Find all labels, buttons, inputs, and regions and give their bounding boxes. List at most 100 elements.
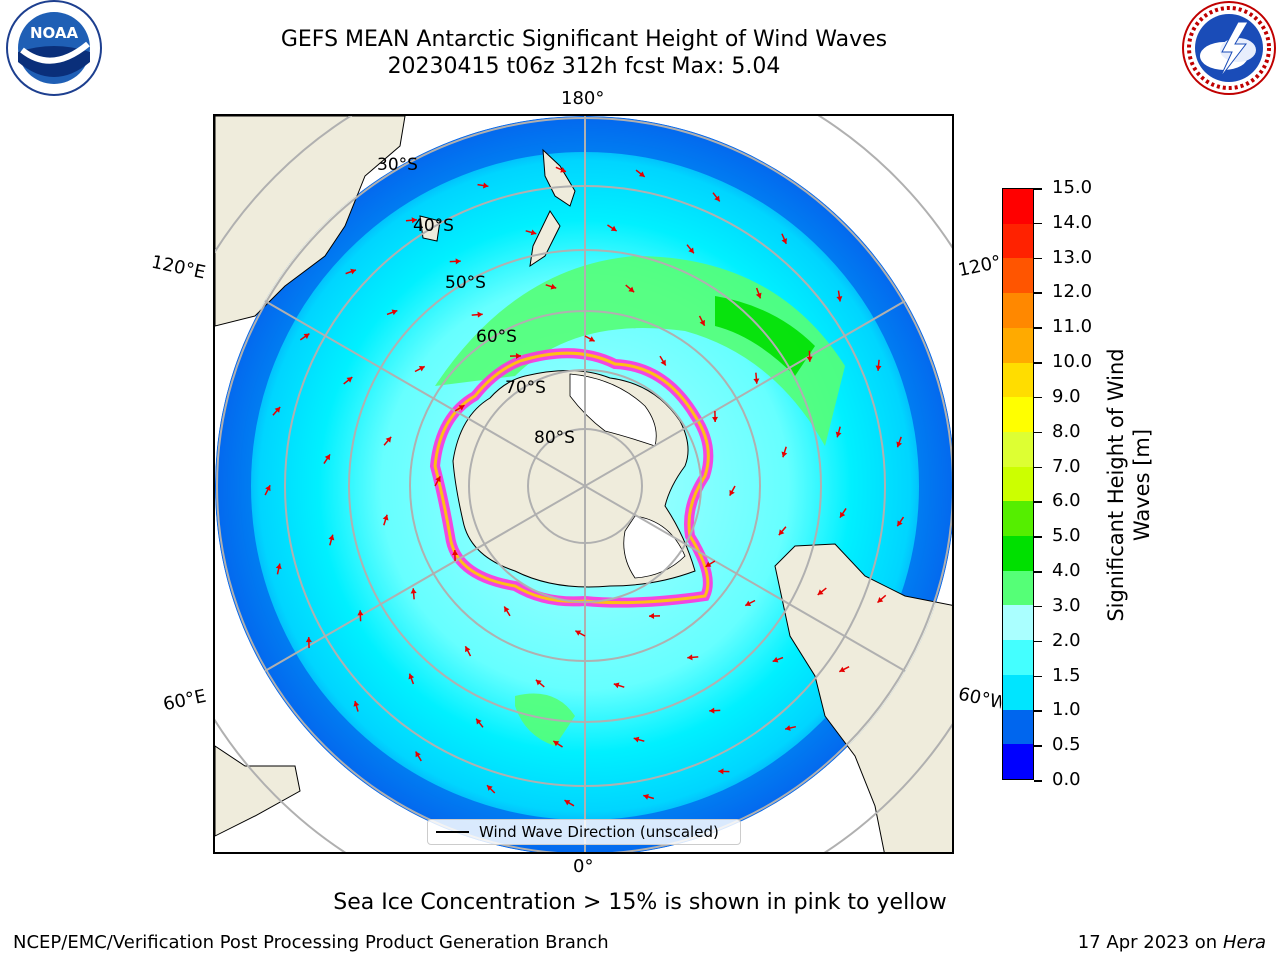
wave-arrow-head <box>729 489 735 496</box>
colorbar-tick-mark <box>1034 396 1042 399</box>
wave-arrow-head <box>550 283 557 290</box>
wave-arrow-head <box>391 309 398 316</box>
footer-date-text: 17 Apr 2023 on <box>1077 932 1218 953</box>
wave-arrow-head <box>839 511 846 518</box>
noaa-logo: NOAA <box>6 0 102 96</box>
wave-arrow-head <box>564 800 571 806</box>
colorbar-tick-label: 0.0 <box>1052 769 1081 790</box>
africa-land <box>215 745 301 837</box>
colorbar-segment <box>1003 431 1033 467</box>
graticule <box>215 116 952 852</box>
colorbar-title-line1: Significant Height of Wind <box>1104 348 1128 622</box>
chart-subtitle: 20230415 t06z 312h fcst Max: 5.04 <box>387 54 781 79</box>
wave-arrow-head <box>714 195 720 202</box>
colorbar-segment <box>1003 293 1033 328</box>
legend-line <box>436 831 469 833</box>
colorbar-segment <box>1003 327 1033 363</box>
colorbar-segment <box>1003 501 1033 537</box>
wave-arrow-head <box>575 630 582 636</box>
wave-arrow-head <box>455 258 461 265</box>
colorbar-segment <box>1003 570 1033 606</box>
colorbar-segment <box>1003 258 1033 294</box>
wave-arrow-head <box>781 451 788 458</box>
colorbar-segment <box>1003 640 1033 675</box>
colorbar-tick-label: 14.0 <box>1052 211 1093 233</box>
map-legend: Wind Wave Direction (unscaled) <box>427 819 741 845</box>
wave-arrow-head <box>817 589 824 595</box>
wave-arrow-head <box>458 405 465 411</box>
colorbar-tick-label: 7.0 <box>1052 455 1081 477</box>
colorbar-tick-mark <box>1034 536 1042 538</box>
wave-arrow-head <box>265 485 271 492</box>
colorbar-tick-mark <box>1034 257 1042 260</box>
wave-arrow-head <box>688 247 694 254</box>
colorbar-segment <box>1003 466 1033 502</box>
nws-logo <box>1182 1 1276 95</box>
colorbar-segment <box>1003 674 1033 710</box>
wave-arrow-head <box>476 718 482 725</box>
wave-arrow-head <box>350 268 356 275</box>
footer-branch: NCEP/EMC/Verification Post Processing Pr… <box>13 932 609 953</box>
wave-arrow-head <box>896 441 903 448</box>
wave-arrow-head <box>418 366 425 372</box>
wave-arrow-head <box>328 534 335 541</box>
wave-arrow-head <box>785 725 791 731</box>
wave-arrow-head <box>477 311 483 318</box>
wave-arrow-head <box>515 352 521 359</box>
wave-arrow-head <box>451 550 458 556</box>
wave-arrow-head <box>877 597 884 603</box>
wave-arrow-head <box>588 336 595 342</box>
lat-label-60s: 60°S <box>476 327 517 347</box>
wave-arrow-head <box>346 377 353 383</box>
colorbar-tick-label: 11.0 <box>1052 316 1093 338</box>
wave-arrow-head <box>712 416 719 422</box>
colorbar-tick-mark <box>1034 675 1042 678</box>
wave-arrow-head <box>357 610 364 616</box>
wave-arrow-head <box>755 292 762 299</box>
colorbar-segment <box>1003 536 1033 571</box>
lat-label-80s: 80°S <box>534 428 575 448</box>
wave-arrow-head <box>435 476 441 483</box>
polar-map: 30°S 40°S 50°S 60°S 70°S 80°S <box>215 116 952 852</box>
colorbar <box>1002 188 1034 780</box>
colorbar-tick-label: 10.0 <box>1052 351 1093 373</box>
wave-arrow-head <box>305 637 312 643</box>
wave-arrow-head <box>535 679 542 686</box>
wave-arrow-head <box>465 646 471 653</box>
colorbar-segment <box>1003 605 1033 641</box>
wave-arrow-head <box>897 520 903 527</box>
wave-arrow-head <box>633 736 640 743</box>
wave-arrow-head <box>875 365 882 371</box>
wave-arrow-head <box>382 514 389 521</box>
wave-arrow-head <box>660 359 666 366</box>
colorbar-tick-mark <box>1034 745 1042 747</box>
colorbar-tick-label: 0.5 <box>1052 734 1081 756</box>
colorbar-tick-mark <box>1034 780 1042 782</box>
wave-arrow-head <box>709 707 715 714</box>
colorbar-tick-mark <box>1034 640 1042 643</box>
wave-arrow-head <box>778 529 785 536</box>
lat-label-70s: 70°S <box>505 378 546 398</box>
wave-arrow-head <box>353 701 360 707</box>
colorbar-tick-mark <box>1034 501 1042 503</box>
colorbar-tick-label: 6.0 <box>1052 490 1081 512</box>
wave-arrow-head <box>415 751 421 758</box>
colorbar-tick-label: 9.0 <box>1052 385 1081 407</box>
colorbar-segment <box>1003 223 1033 259</box>
wave-arrow-head <box>385 436 392 443</box>
wave-arrow-head <box>836 296 843 302</box>
colorbar-segment <box>1003 709 1033 745</box>
colorbar-tick-mark <box>1034 292 1042 294</box>
colorbar-segment <box>1003 744 1033 779</box>
wave-arrow-head <box>530 229 537 236</box>
lat-label-40s: 40°S <box>413 216 454 236</box>
colorbar-tick-mark <box>1034 710 1042 712</box>
wave-arrow-head <box>772 656 779 663</box>
lon-label-lower-right: 60°W <box>956 683 1004 714</box>
colorbar-tick-label: 4.0 <box>1052 560 1081 582</box>
sea-ice-note: Sea Ice Concentration > 15% is shown in … <box>333 890 947 915</box>
wave-arrow-head <box>839 666 846 673</box>
wave-arrow-head <box>410 588 417 594</box>
colorbar-tick-label: 8.0 <box>1052 420 1081 442</box>
wave-arrow-head <box>718 768 724 775</box>
